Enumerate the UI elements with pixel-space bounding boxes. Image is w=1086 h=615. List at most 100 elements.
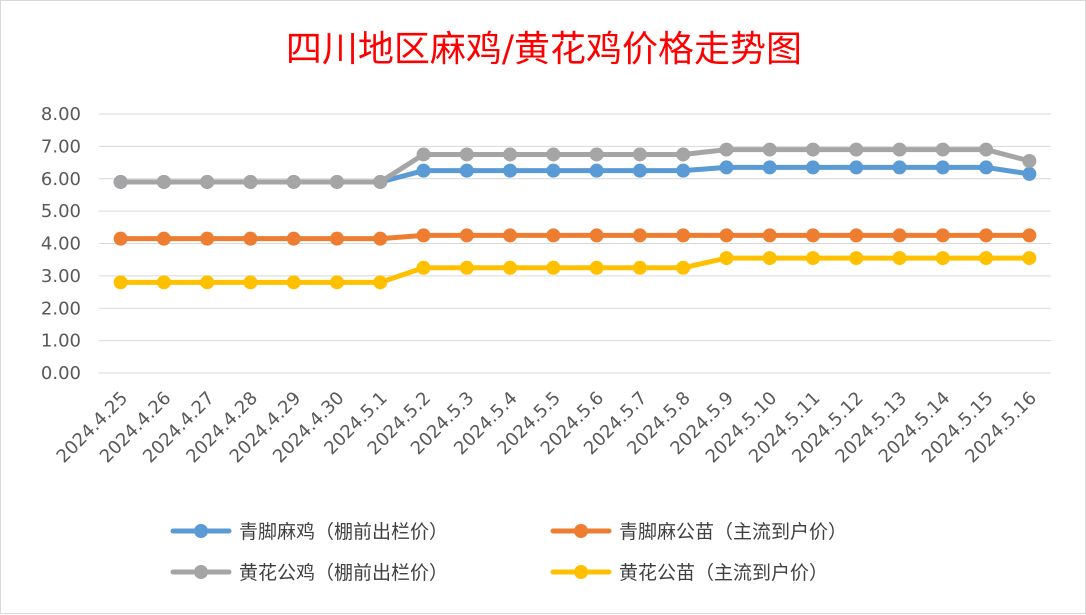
- data-point: [330, 174, 344, 189]
- series-line: [118, 147, 1032, 185]
- data-point: [459, 260, 474, 275]
- legend-swatch-marker: [574, 565, 588, 579]
- data-point: [546, 228, 561, 243]
- data-point: [373, 174, 388, 189]
- y-tick-label: 4.00: [41, 234, 81, 255]
- data-point: [546, 163, 561, 178]
- y-tick-label: 2.00: [41, 298, 81, 319]
- data-point: [113, 275, 128, 290]
- data-point: [546, 260, 561, 275]
- data-point: [459, 228, 474, 243]
- data-point: [1022, 166, 1037, 181]
- data-point: [200, 174, 215, 189]
- data-point: [719, 142, 734, 157]
- data-point: [935, 228, 950, 243]
- data-point: [632, 163, 647, 178]
- data-point: [243, 275, 258, 290]
- data-point: [892, 228, 907, 243]
- data-point: [1022, 153, 1037, 168]
- gridlines: [99, 113, 1051, 374]
- legend-item: 青脚麻公苗（主流到户价）: [550, 521, 847, 543]
- data-point: [416, 260, 431, 275]
- y-tick-label: 0.00: [41, 363, 81, 384]
- data-point: [156, 174, 171, 189]
- data-point: [546, 147, 561, 162]
- data-point: [330, 231, 344, 246]
- y-tick-label: 1.00: [41, 331, 81, 352]
- data-point: [200, 231, 215, 246]
- series-4: [113, 251, 1037, 290]
- y-axis-tick-labels: 0.00 1.00 2.00 3.00 4.00 5.00 6.00 7.00 8.00: [41, 104, 81, 384]
- data-point: [200, 275, 215, 290]
- data-point: [806, 160, 820, 175]
- data-point: [589, 147, 604, 162]
- chart-title: 四川地区麻鸡/黄花鸡价格走势图: [286, 29, 802, 70]
- data-point: [113, 231, 128, 246]
- data-point: [503, 147, 518, 162]
- data-point: [979, 160, 994, 175]
- data-point: [589, 163, 604, 178]
- data-point: [935, 160, 950, 175]
- series-line: [118, 232, 1032, 242]
- data-point: [806, 251, 820, 266]
- data-point: [503, 163, 518, 178]
- x-axis-tick-labels: 2024.4.252024.4.262024.4.272024.4.282024…: [53, 388, 1041, 468]
- data-point: [935, 251, 950, 266]
- legend-label: 青脚麻公苗（主流到户价）: [619, 521, 847, 543]
- data-point: [892, 160, 907, 175]
- data-point: [849, 228, 864, 243]
- data-point: [632, 147, 647, 162]
- data-point: [503, 260, 518, 275]
- data-point: [632, 228, 647, 243]
- data-point: [1022, 228, 1037, 243]
- data-point: [719, 251, 734, 266]
- data-point: [286, 174, 301, 189]
- data-point: [762, 142, 777, 157]
- data-point: [1022, 251, 1037, 266]
- data-point: [416, 228, 431, 243]
- y-tick-label: 5.00: [41, 201, 81, 222]
- legend-swatch-marker: [574, 524, 588, 538]
- data-point: [849, 251, 864, 266]
- data-point: [459, 163, 474, 178]
- data-point: [719, 228, 734, 243]
- y-tick-label: 7.00: [41, 136, 81, 157]
- legend-label: 黄花公鸡（棚前出栏价）: [239, 562, 448, 584]
- data-point: [156, 231, 171, 246]
- data-point: [849, 142, 864, 157]
- data-point: [806, 228, 820, 243]
- data-point: [373, 275, 388, 290]
- data-point: [113, 174, 128, 189]
- data-point: [676, 147, 691, 162]
- data-point: [979, 251, 994, 266]
- data-point: [979, 228, 994, 243]
- data-point: [632, 260, 647, 275]
- data-point: [156, 275, 171, 290]
- data-point: [286, 275, 301, 290]
- data-point: [892, 142, 907, 157]
- series-layer: [113, 142, 1037, 290]
- data-point: [979, 142, 994, 157]
- data-point: [286, 231, 301, 246]
- series-3: [113, 142, 1037, 189]
- data-point: [330, 275, 344, 290]
- legend-swatch-marker: [194, 524, 208, 538]
- data-point: [243, 174, 258, 189]
- legend-item: 黄花公苗（主流到户价）: [550, 562, 828, 584]
- data-point: [806, 142, 820, 157]
- data-point: [762, 228, 777, 243]
- legend-label: 青脚麻鸡（棚前出栏价）: [239, 521, 448, 543]
- data-point: [892, 251, 907, 266]
- data-point: [416, 147, 431, 162]
- legend-item: 黄花公鸡（棚前出栏价）: [170, 562, 448, 584]
- data-point: [762, 251, 777, 266]
- data-point: [589, 228, 604, 243]
- series-line: [118, 255, 1032, 285]
- data-point: [676, 228, 691, 243]
- data-point: [373, 231, 388, 246]
- legend-swatch-marker: [194, 565, 208, 579]
- data-point: [849, 160, 864, 175]
- data-point: [676, 260, 691, 275]
